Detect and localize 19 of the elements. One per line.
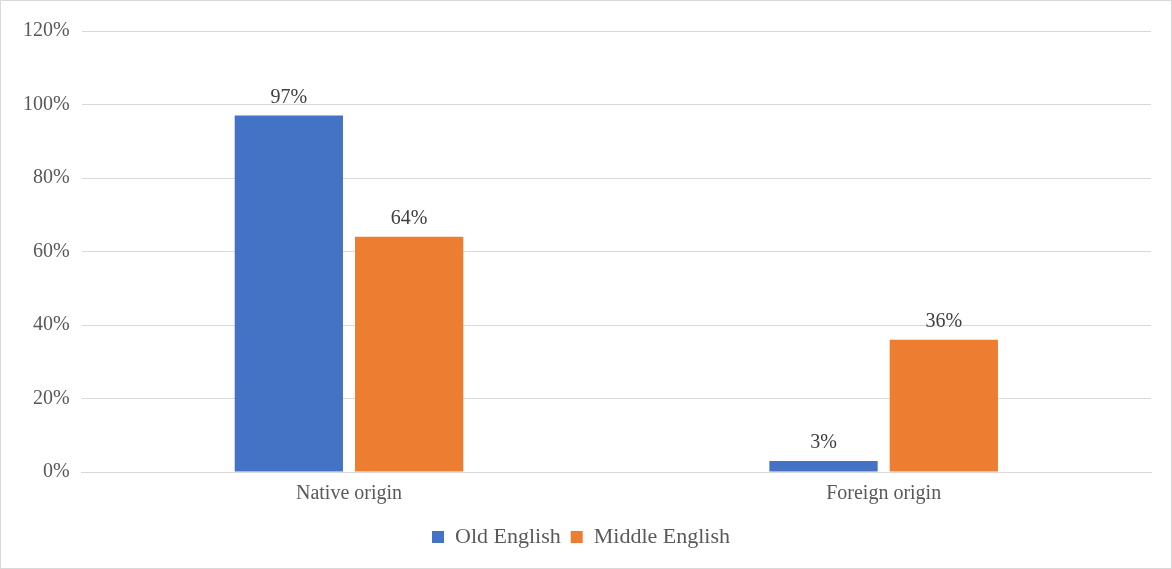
bar — [234, 115, 343, 472]
y-tick-label: 20% — [32, 385, 70, 408]
data-label: 3% — [810, 430, 837, 453]
x-tick-label: Foreign origin — [826, 481, 942, 505]
data-label: 64% — [390, 206, 428, 229]
y-tick-label: 100% — [22, 91, 70, 114]
bar — [769, 460, 878, 472]
bar — [889, 339, 998, 472]
y-tick-label: 0% — [42, 459, 70, 482]
y-tick-label: 60% — [32, 238, 70, 261]
data-label: 97% — [270, 84, 308, 107]
y-tick-label: 80% — [32, 165, 70, 188]
legend-label: Middle English — [593, 522, 731, 548]
y-tick-label: 120% — [22, 18, 70, 41]
legend-label: Old English — [455, 522, 561, 548]
x-tick-label: Native origin — [295, 481, 403, 505]
bar — [355, 236, 464, 472]
data-label: 36% — [925, 308, 963, 331]
y-tick-label: 40% — [32, 312, 70, 335]
